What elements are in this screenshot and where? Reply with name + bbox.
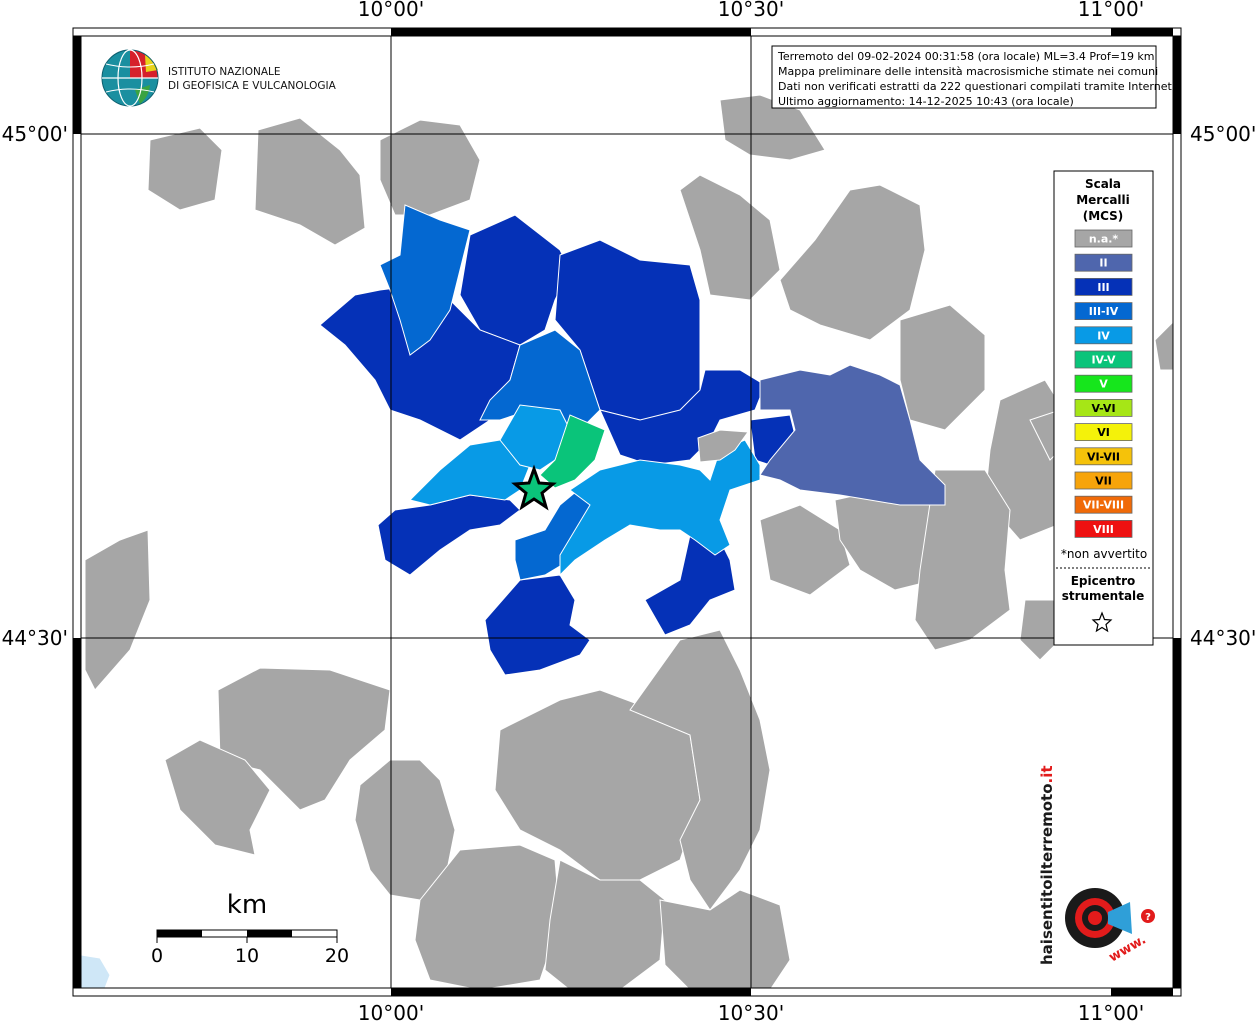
legend-swatch	[1074, 447, 1133, 466]
graticule	[81, 36, 1173, 988]
info-line-3: Dati non verificati estratti da 222 ques…	[778, 80, 1175, 93]
legend-classes: n.a.*IIIIIIII-IVIVIV-VVV-VIVIVI-VIIVIIVI…	[1074, 229, 1133, 538]
legend-swatch	[1074, 495, 1133, 514]
legend-swatch	[1074, 423, 1133, 442]
legend-swatch-label: VI-VII	[1087, 450, 1120, 463]
question-icon	[1141, 909, 1155, 923]
globe-icon	[101, 49, 159, 107]
legend-swatch-label: IV	[1097, 329, 1110, 342]
scale-bar: km 0 10 20	[151, 890, 349, 967]
legend-swatch-label: VII-VIII	[1083, 499, 1124, 512]
region-white-gap	[697, 429, 749, 463]
haisentito-watermark: ? haisentitoilterremoto.it www.	[1038, 765, 1155, 965]
legend-swatch-label: III	[1097, 281, 1109, 294]
region-intensity-II	[759, 364, 946, 506]
coord-bottom-11-00: 11°00'	[1078, 1001, 1144, 1024]
scale-tick-10: 10	[235, 945, 259, 967]
event-info-box: Terremoto del 09-02-2024 00:31:58 (ora l…	[771, 45, 1175, 109]
scale-tick-0: 0	[151, 945, 163, 967]
legend-swatch	[1074, 398, 1133, 417]
logo-line-1: ISTITUTO NAZIONALE	[168, 66, 281, 78]
coord-bottom-10-00: 10°00'	[358, 1001, 424, 1024]
legend: Scala Mercalli (MCS) n.a.*IIIIIIII-IVIVI…	[1053, 170, 1154, 646]
legend-swatch-label: II	[1099, 257, 1107, 270]
coord-top-10-30: 10°30'	[718, 0, 784, 21]
legend-star-icon	[1091, 611, 1113, 633]
svg-text:?: ?	[1145, 912, 1151, 923]
epicentre-star-icon[interactable]	[511, 464, 557, 511]
legend-swatch	[1074, 229, 1133, 248]
region-not-felt	[84, 94, 1173, 988]
info-line-4: Ultimo aggiornamento: 14-12-2025 10:43 (…	[778, 95, 1074, 108]
legend-swatch-label: n.a.*	[1089, 233, 1119, 246]
scale-tick-20: 20	[325, 945, 349, 967]
legend-title-2: Mercalli	[1076, 193, 1130, 207]
ingv-logo: ISTITUTO NAZIONALE DI GEOFISICA E VULCAN…	[101, 49, 337, 107]
coord-left-45-00: 45°00'	[2, 122, 68, 146]
legend-swatch-label: VII	[1095, 475, 1112, 488]
legend-note: *non avvertito	[1061, 547, 1147, 561]
watermark-text: haisentitoilterremoto.it	[1038, 765, 1056, 965]
coord-left-44-30: 44°30'	[2, 626, 68, 650]
frame-ticks	[72, 27, 1182, 997]
legend-swatch-label: VI	[1097, 426, 1110, 439]
legend-swatch-label: VIII	[1093, 523, 1114, 536]
legend-swatch	[1074, 253, 1133, 272]
sea-area	[81, 954, 111, 988]
map-area[interactable]	[73, 28, 1181, 996]
info-line-1: Terremoto del 09-02-2024 00:31:58 (ora l…	[777, 50, 1155, 63]
logo-line-2: DI GEOFISICA E VULCANOLOGIA	[168, 80, 337, 92]
legend-swatch	[1074, 326, 1133, 345]
region-intensity-IV-V	[539, 414, 606, 489]
legend-swatch-label: V	[1099, 378, 1108, 391]
coord-right-44-30: 44°30'	[1190, 626, 1256, 650]
coord-right-45-00: 45°00'	[1190, 122, 1256, 146]
region-intensity-III	[319, 214, 796, 676]
megaphone-icon	[1108, 902, 1132, 934]
legend-swatch	[1074, 277, 1133, 296]
info-line-2: Mappa preliminare delle intensità macros…	[778, 65, 1158, 78]
coord-top-11-00: 11°00'	[1078, 0, 1144, 21]
legend-epicentre-2: strumentale	[1062, 589, 1145, 603]
legend-swatch	[1074, 471, 1133, 490]
coord-top-10-00: 10°00'	[358, 0, 424, 21]
scale-title: km	[227, 890, 267, 920]
legend-swatch-label: V-VI	[1091, 402, 1115, 415]
legend-title-1: Scala	[1085, 177, 1121, 191]
legend-epicentre-1: Epicentro	[1071, 574, 1136, 588]
region-intensity-III-IV	[379, 204, 601, 581]
coord-bottom-10-30: 10°30'	[718, 1001, 784, 1024]
legend-swatch-label: IV-V	[1091, 354, 1116, 367]
legend-swatch	[1074, 374, 1133, 393]
legend-title-3: (MCS)	[1083, 209, 1124, 223]
legend-swatch-label: III-IV	[1089, 305, 1119, 318]
legend-swatch	[1074, 350, 1133, 369]
legend-swatch	[1074, 302, 1133, 321]
legend-swatch	[1074, 520, 1133, 538]
